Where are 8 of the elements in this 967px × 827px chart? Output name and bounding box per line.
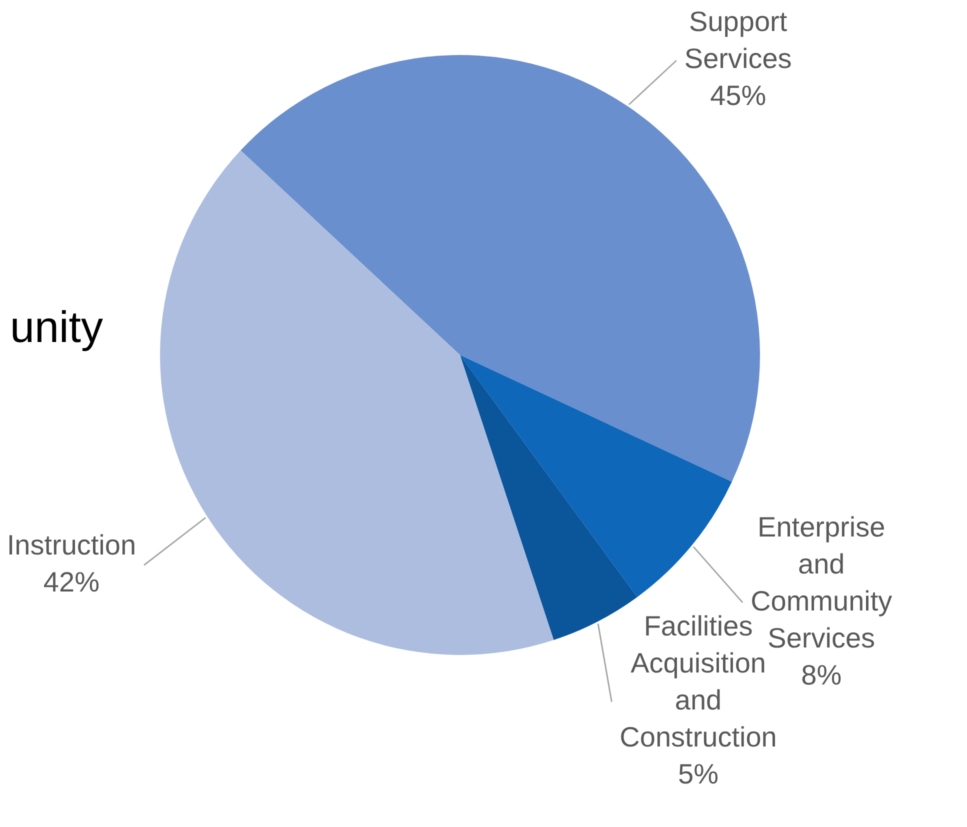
slice-label: Support Services [684, 6, 792, 74]
slice-label: Enterprise and Community Services [750, 511, 892, 654]
data-label: 45% [710, 80, 766, 112]
data-label: 5% [678, 758, 719, 790]
slice-label: Instruction [6, 529, 136, 560]
data-label: 42% [43, 566, 100, 598]
text: unity [10, 303, 103, 352]
data-label: 8% [801, 659, 842, 690]
